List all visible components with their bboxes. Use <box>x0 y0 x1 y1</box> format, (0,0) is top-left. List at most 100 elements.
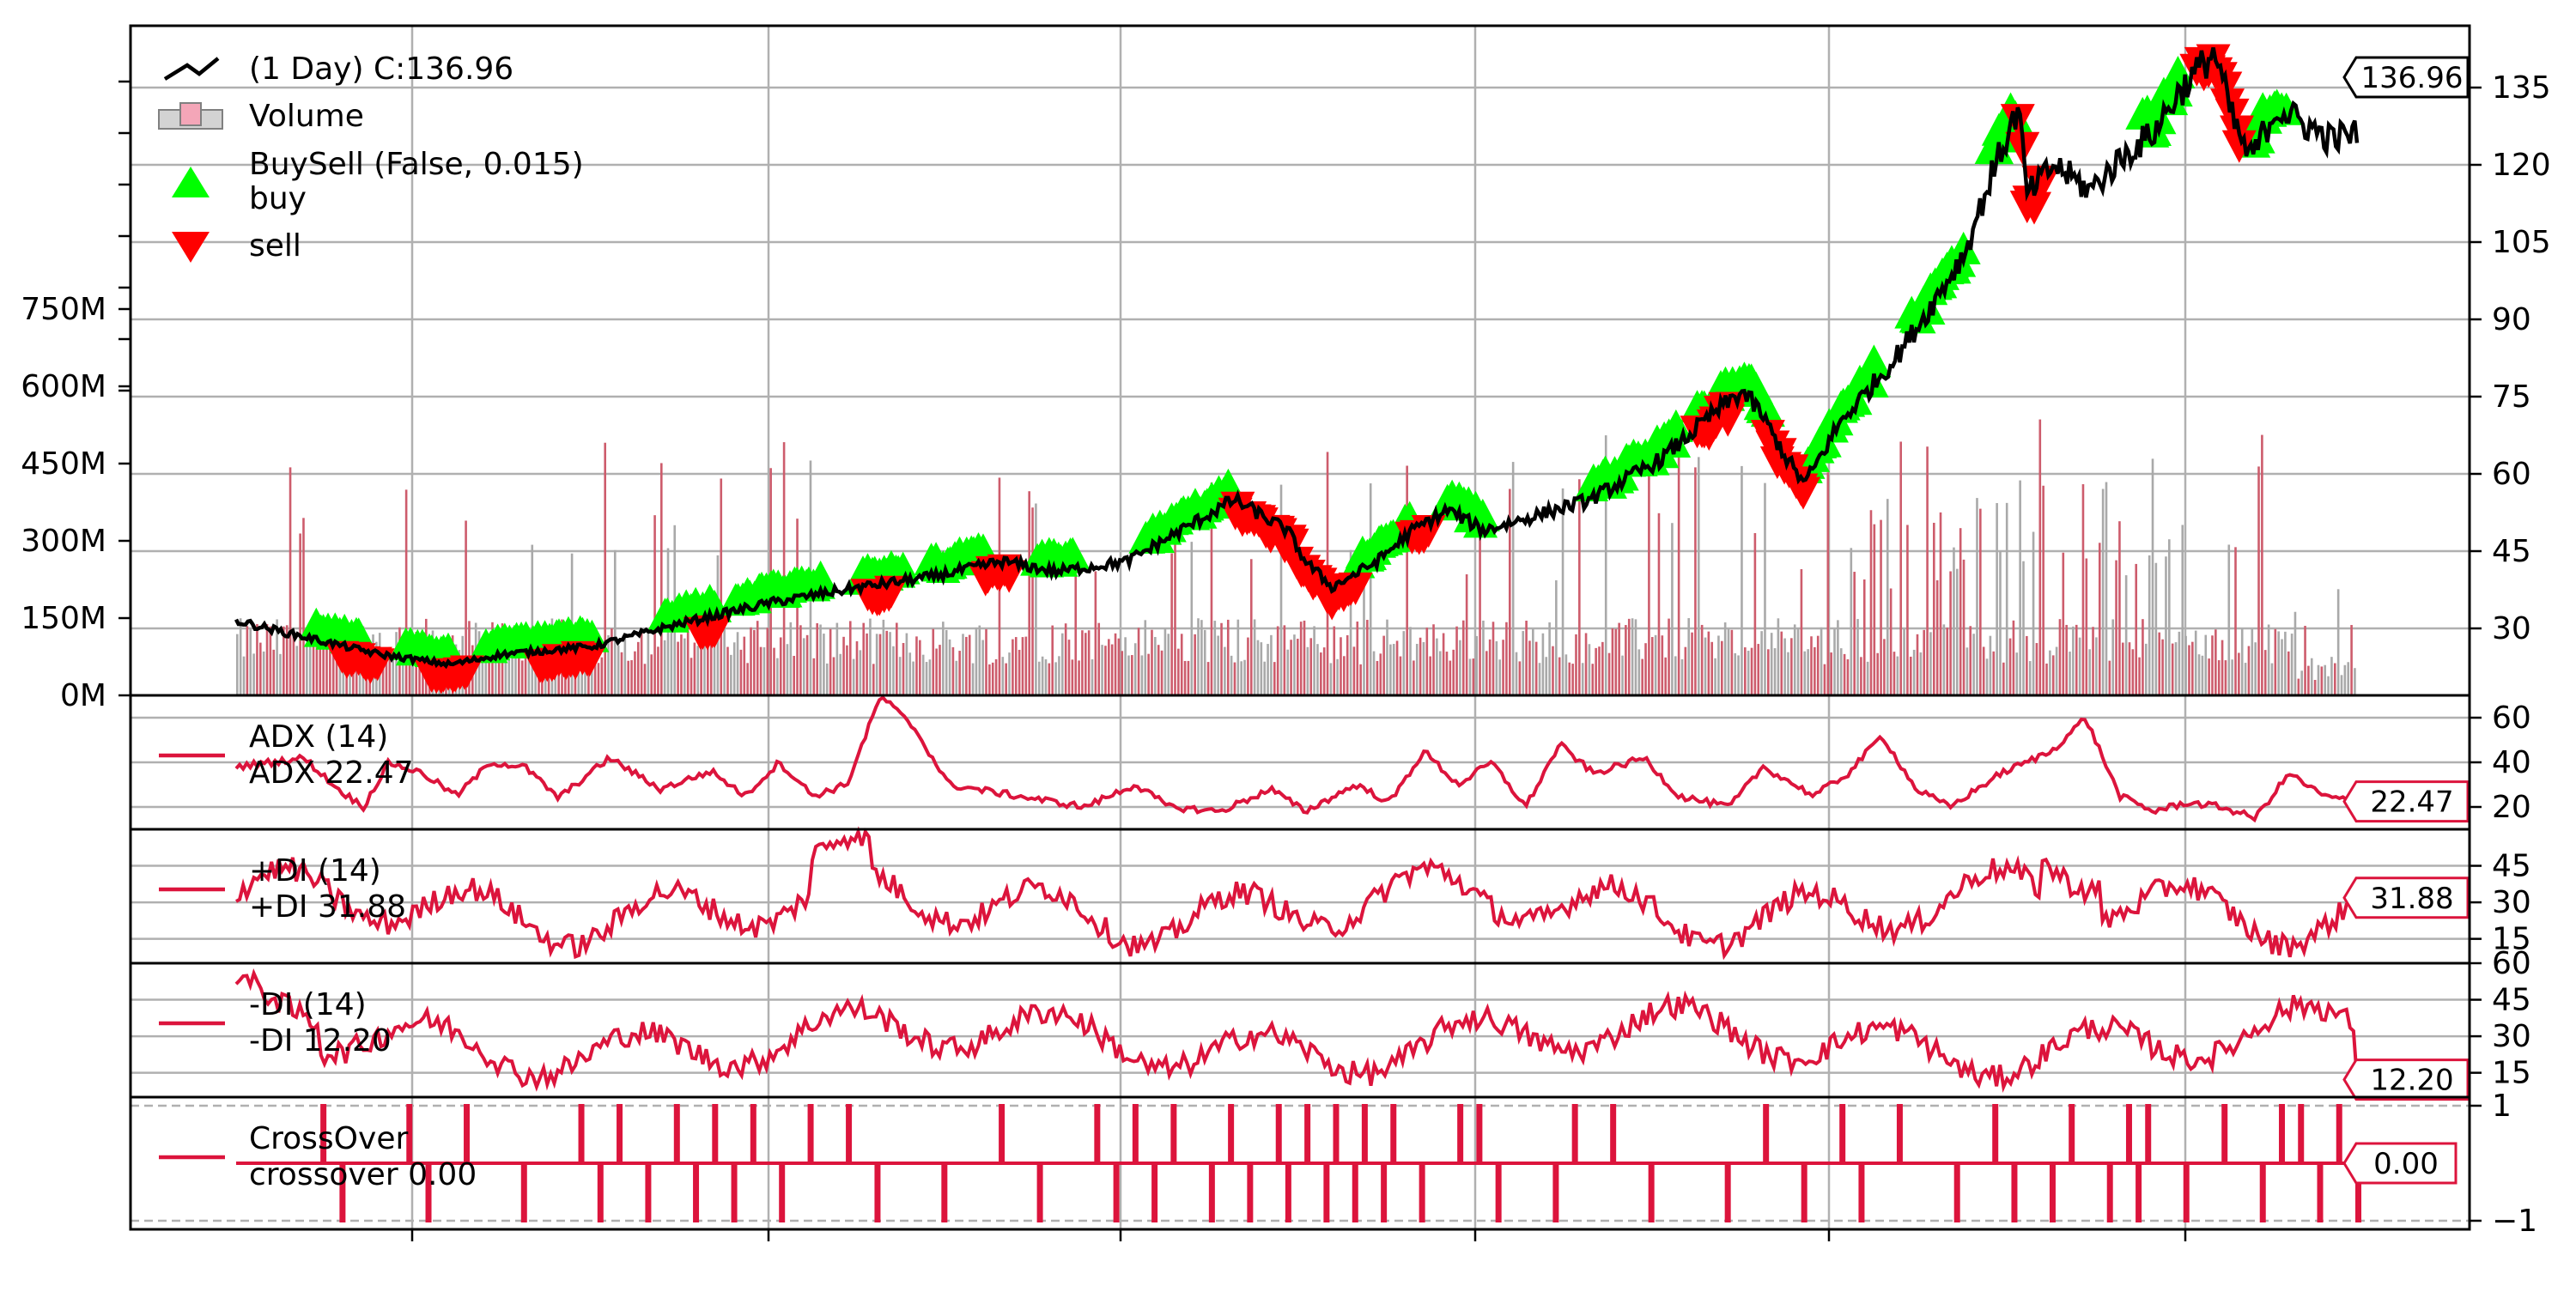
volume-bar <box>1621 655 1624 695</box>
volume-bar <box>921 654 925 695</box>
price-y-tick-label: 30 <box>2492 611 2531 646</box>
volume-bar <box>686 624 690 695</box>
volume-bar <box>2121 642 2124 695</box>
volume-bar <box>2051 655 2055 695</box>
volume-bar <box>1912 649 1916 695</box>
volume-bar <box>1290 640 1292 695</box>
volume-bar <box>1737 655 1740 695</box>
sell-marker <box>1274 528 1309 561</box>
volume-bar <box>1406 465 1408 695</box>
crossover-last-value: 0.00 <box>2373 1147 2439 1181</box>
volume-bar <box>385 649 388 695</box>
volume-bar <box>743 636 746 695</box>
volume-bar <box>896 622 898 695</box>
volume-bar <box>939 645 941 695</box>
volume-bar <box>1174 507 1176 695</box>
volume-bar <box>607 634 610 695</box>
volume-bar <box>683 638 686 695</box>
volume-bar <box>1475 635 1479 695</box>
volume-bar <box>1064 623 1067 695</box>
volume-bar <box>1714 658 1716 695</box>
volume-bar <box>1333 626 1336 695</box>
volume-bar <box>1293 634 1296 695</box>
volume-bar <box>1561 488 1564 695</box>
volume-bar <box>846 645 848 695</box>
volume-bar <box>1760 631 1763 695</box>
volume-bar <box>1889 588 1893 695</box>
volume-bar <box>2095 637 2098 695</box>
volume-bar <box>1322 647 1326 695</box>
sell-marker <box>697 615 732 648</box>
volume-bar <box>2343 664 2347 695</box>
volume-bar <box>611 628 613 695</box>
volume-bar <box>1488 639 1492 695</box>
volume-bar <box>295 646 299 695</box>
volume-bar <box>623 637 627 695</box>
volume-bar <box>1985 658 1989 695</box>
volume-bar <box>2231 659 2233 695</box>
volume-bar <box>1568 662 1571 695</box>
price-y-tick-label: 105 <box>2492 225 2551 260</box>
volume-bar <box>1492 622 1495 695</box>
legend-buysell: BuySell (False, 0.015) <box>249 147 584 182</box>
volume-bar <box>2204 634 2208 695</box>
volume-bar <box>2055 646 2058 695</box>
volume-bar <box>1548 622 1551 695</box>
volume-bar <box>1356 622 1359 695</box>
volume-bar <box>2336 589 2340 695</box>
volume-bar <box>236 634 239 695</box>
volume-bar <box>488 635 490 695</box>
volume-bar <box>1024 636 1028 695</box>
volume-bar <box>1627 618 1631 695</box>
volume-bar <box>1668 618 1670 695</box>
volume-bar <box>885 630 889 695</box>
sell-marker <box>572 644 607 677</box>
volume-bar <box>1853 572 1856 695</box>
volume-y-tick-label: 300M <box>21 524 106 559</box>
volume-bar <box>1969 626 1972 695</box>
volume-bar <box>1074 551 1078 695</box>
volume-bar <box>2227 544 2231 695</box>
buy-marker <box>1750 394 1785 428</box>
volume-bar <box>2154 562 2158 695</box>
adx-legend-name: ADX (14) <box>249 719 388 755</box>
volume-bar <box>404 489 408 695</box>
volume-bar <box>636 641 640 695</box>
volume-bar <box>2234 547 2237 695</box>
volume-bar <box>819 624 822 695</box>
adx-legend-value: ADX 22.47 <box>249 755 414 791</box>
volume-bar <box>1856 619 1859 695</box>
volume-bar <box>2078 637 2081 695</box>
buy-marker <box>1055 537 1091 570</box>
sell-marker <box>2017 191 2052 225</box>
volume-bar <box>1197 618 1200 695</box>
volume-bar <box>1094 571 1097 695</box>
volume-bar <box>709 636 713 695</box>
buy-marker <box>803 560 838 593</box>
volume-bar <box>730 654 732 695</box>
volume-bar <box>2324 664 2327 695</box>
volume-bar <box>1110 644 1114 695</box>
volume-bar <box>1697 457 1700 695</box>
volume-bar <box>1343 656 1346 695</box>
volume-bar <box>1595 647 1597 695</box>
volume-bar <box>1611 628 1614 695</box>
volume-bar <box>991 662 994 695</box>
volume-bar <box>1800 568 1803 695</box>
volume-bar <box>1419 637 1422 695</box>
volume-bar <box>2105 482 2108 695</box>
volume-bar <box>1929 632 1932 695</box>
volume-bar <box>1996 502 1998 695</box>
volume-bar <box>958 651 961 695</box>
volume-bar <box>647 632 650 695</box>
volume-bar <box>852 658 855 695</box>
volume-bar <box>1177 648 1180 695</box>
volume-bar <box>1876 652 1879 695</box>
volume-bar <box>1820 627 1823 695</box>
volume-bar <box>2135 563 2138 695</box>
volume-bar <box>1253 619 1256 695</box>
volume-bar <box>869 618 872 695</box>
volume-bar <box>242 656 246 695</box>
volume-bar <box>1316 644 1319 695</box>
volume-bar <box>1147 653 1150 695</box>
